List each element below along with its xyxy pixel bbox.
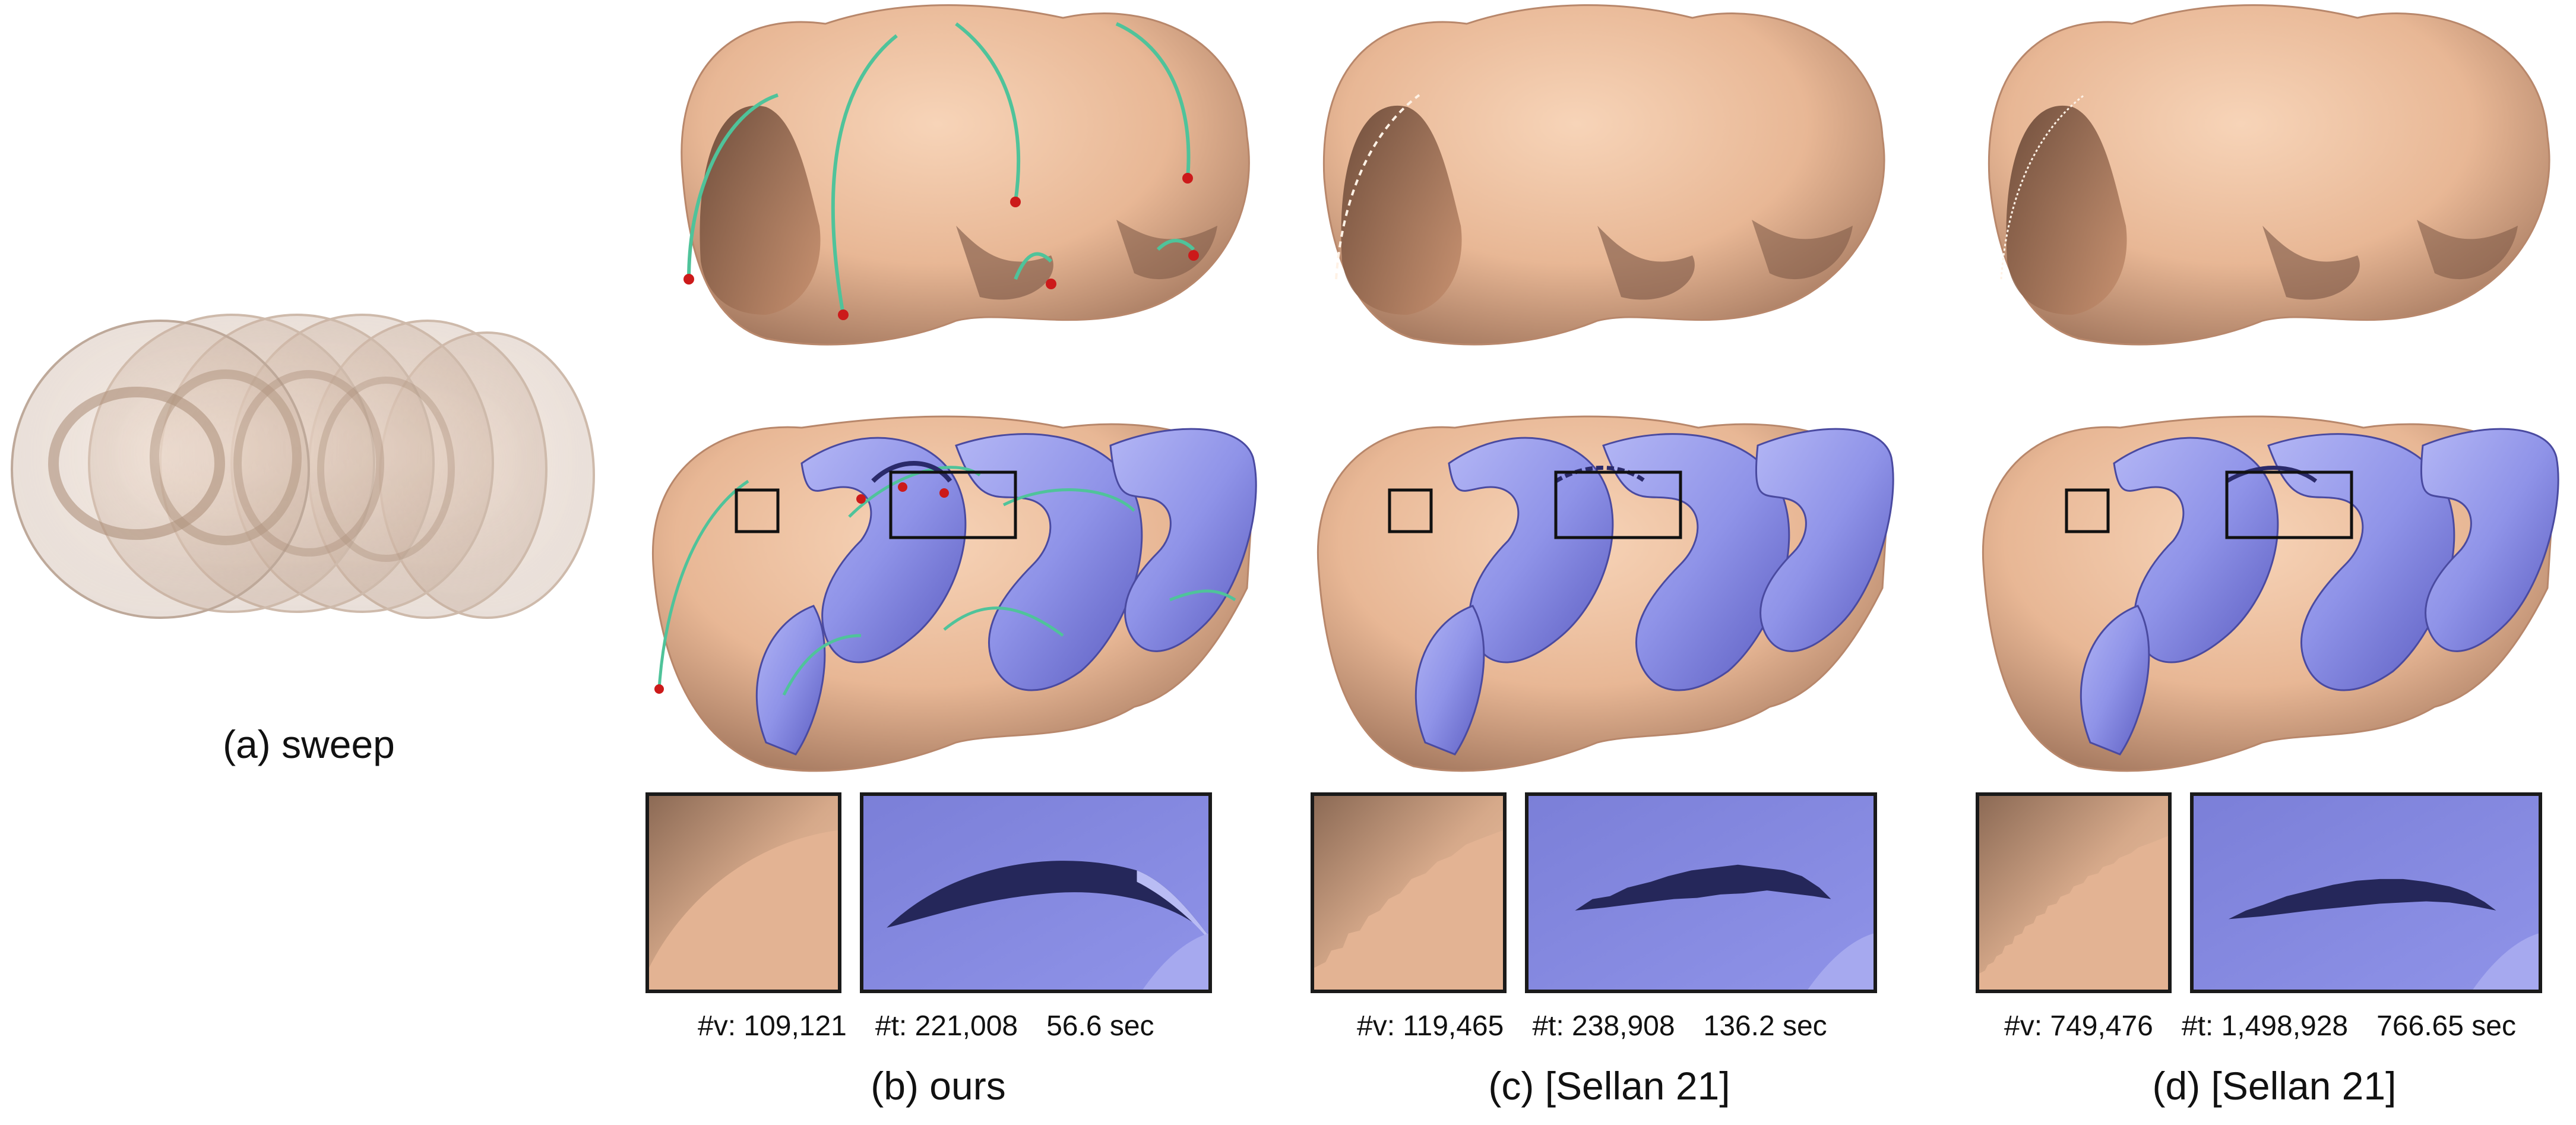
sellan-low-time: 136.2 sec xyxy=(1703,1010,1827,1042)
sellan-high-bottom-render xyxy=(1982,415,2559,772)
sellan-high-zoom-blue xyxy=(2190,792,2542,993)
sellan-high-triangle-count: #t: 1,498,928 xyxy=(2181,1010,2349,1042)
caption-sellan-low: (c) [Sellan 21] xyxy=(1488,1064,1730,1108)
ours-time: 56.6 sec xyxy=(1046,1010,1154,1042)
sellan-low-top-render xyxy=(1322,4,1885,346)
ours-zoom-skin xyxy=(645,792,841,993)
ours-top-render xyxy=(681,4,1250,346)
sellan-high-top-render xyxy=(1988,4,2550,346)
sellan-high-stats: #v: 749,476 #t: 1,498,928 766.65 sec xyxy=(2004,1010,2545,1042)
sellan-low-bottom-render xyxy=(1317,415,1894,772)
sellan-high-time: 766.65 sec xyxy=(2376,1010,2516,1042)
sellan-low-vertex-count: #v: 119,465 xyxy=(1357,1010,1504,1042)
ours-triangle-count: #t: 221,008 xyxy=(875,1010,1018,1042)
sellan-low-stats: #v: 119,465 #t: 238,908 136.2 sec xyxy=(1357,1010,1856,1042)
ours-stats: #v: 109,121 #t: 221,008 56.6 sec xyxy=(698,1010,1183,1042)
sellan-high-zoom-skin xyxy=(1976,792,2172,993)
caption-sellan-high: (d) [Sellan 21] xyxy=(2152,1064,2397,1108)
ours-zoom-blue xyxy=(860,792,1212,993)
caption-ours: (b) ours xyxy=(871,1064,1006,1108)
ours-vertex-count: #v: 109,121 xyxy=(698,1010,847,1042)
sweep-render xyxy=(11,314,595,619)
caption-sweep: (a) sweep xyxy=(223,722,395,766)
ours-bottom-render xyxy=(651,415,1257,772)
sellan-low-zoom-skin xyxy=(1311,792,1507,993)
sellan-high-vertex-count: #v: 749,476 xyxy=(2004,1010,2153,1042)
sellan-low-zoom-blue xyxy=(1525,792,1877,993)
sellan-low-triangle-count: #t: 238,908 xyxy=(1532,1010,1675,1042)
